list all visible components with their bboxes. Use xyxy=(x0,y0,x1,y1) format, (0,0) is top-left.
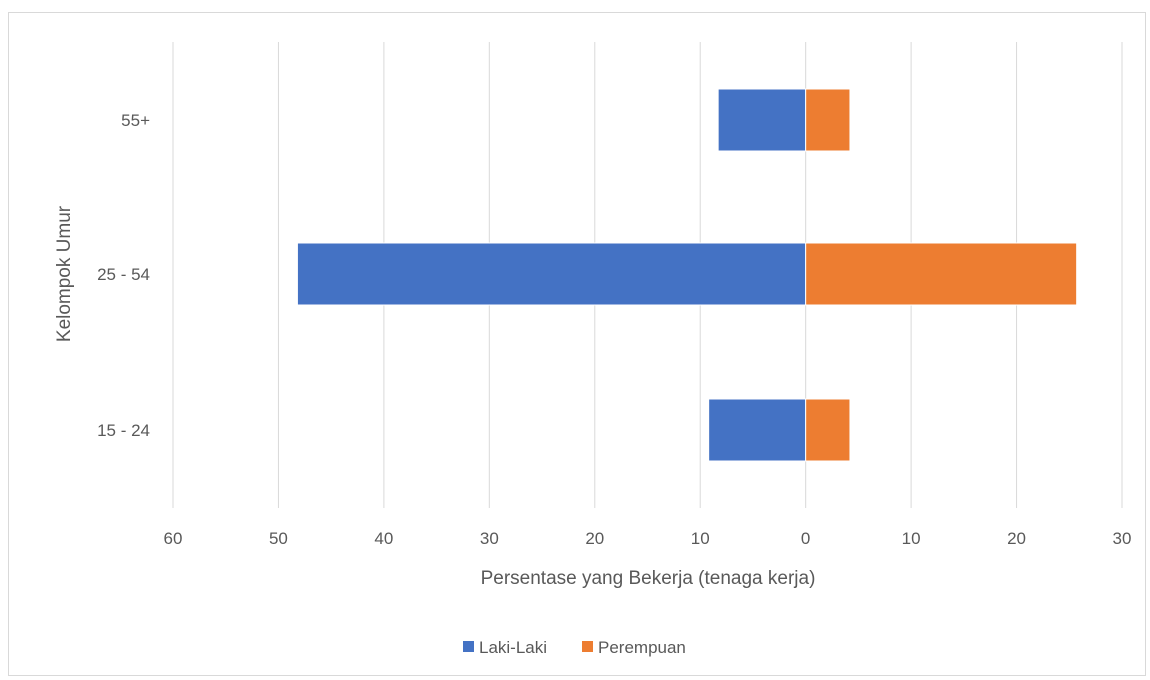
bars xyxy=(296,88,1078,462)
x-tick-label: 20 xyxy=(585,529,604,548)
bar-perempuan-2 xyxy=(805,88,851,152)
chart-frame xyxy=(8,12,1146,676)
x-tick-label: 30 xyxy=(1113,529,1132,548)
bar-laki-laki-1 xyxy=(296,242,807,306)
bar-laki-laki-2 xyxy=(717,88,807,152)
x-tick-label: 40 xyxy=(374,529,393,548)
y-axis-title: Kelompok Umur xyxy=(54,205,75,342)
x-tick-label: 10 xyxy=(902,529,921,548)
x-tick-label: 10 xyxy=(691,529,710,548)
legend-label-perempuan: Perempuan xyxy=(598,638,686,657)
x-tick-label: 30 xyxy=(480,529,499,548)
bar-perempuan-1 xyxy=(805,242,1078,306)
y-tick-label: 15 - 24 xyxy=(97,421,150,440)
y-tick-labels: 15 - 24 25 - 54 55+ xyxy=(97,111,150,440)
x-tick-labels: 60 50 40 30 20 10 0 10 20 30 xyxy=(164,529,1132,548)
x-axis-title: Persentase yang Bekerja (tenaga kerja) xyxy=(481,568,816,589)
x-tick-label: 50 xyxy=(269,529,288,548)
y-tick-label: 55+ xyxy=(121,111,150,130)
y-tick-label: 25 - 54 xyxy=(97,265,150,284)
legend-swatch-laki-laki xyxy=(463,641,474,652)
x-tick-label: 0 xyxy=(801,529,810,548)
bar-laki-laki-0 xyxy=(708,398,807,462)
x-tick-label: 60 xyxy=(164,529,183,548)
x-tick-label: 20 xyxy=(1007,529,1026,548)
legend: Laki-Laki Perempuan xyxy=(463,638,686,657)
legend-label-laki-laki: Laki-Laki xyxy=(479,638,547,657)
legend-swatch-perempuan xyxy=(582,641,593,652)
bar-perempuan-0 xyxy=(805,398,851,462)
